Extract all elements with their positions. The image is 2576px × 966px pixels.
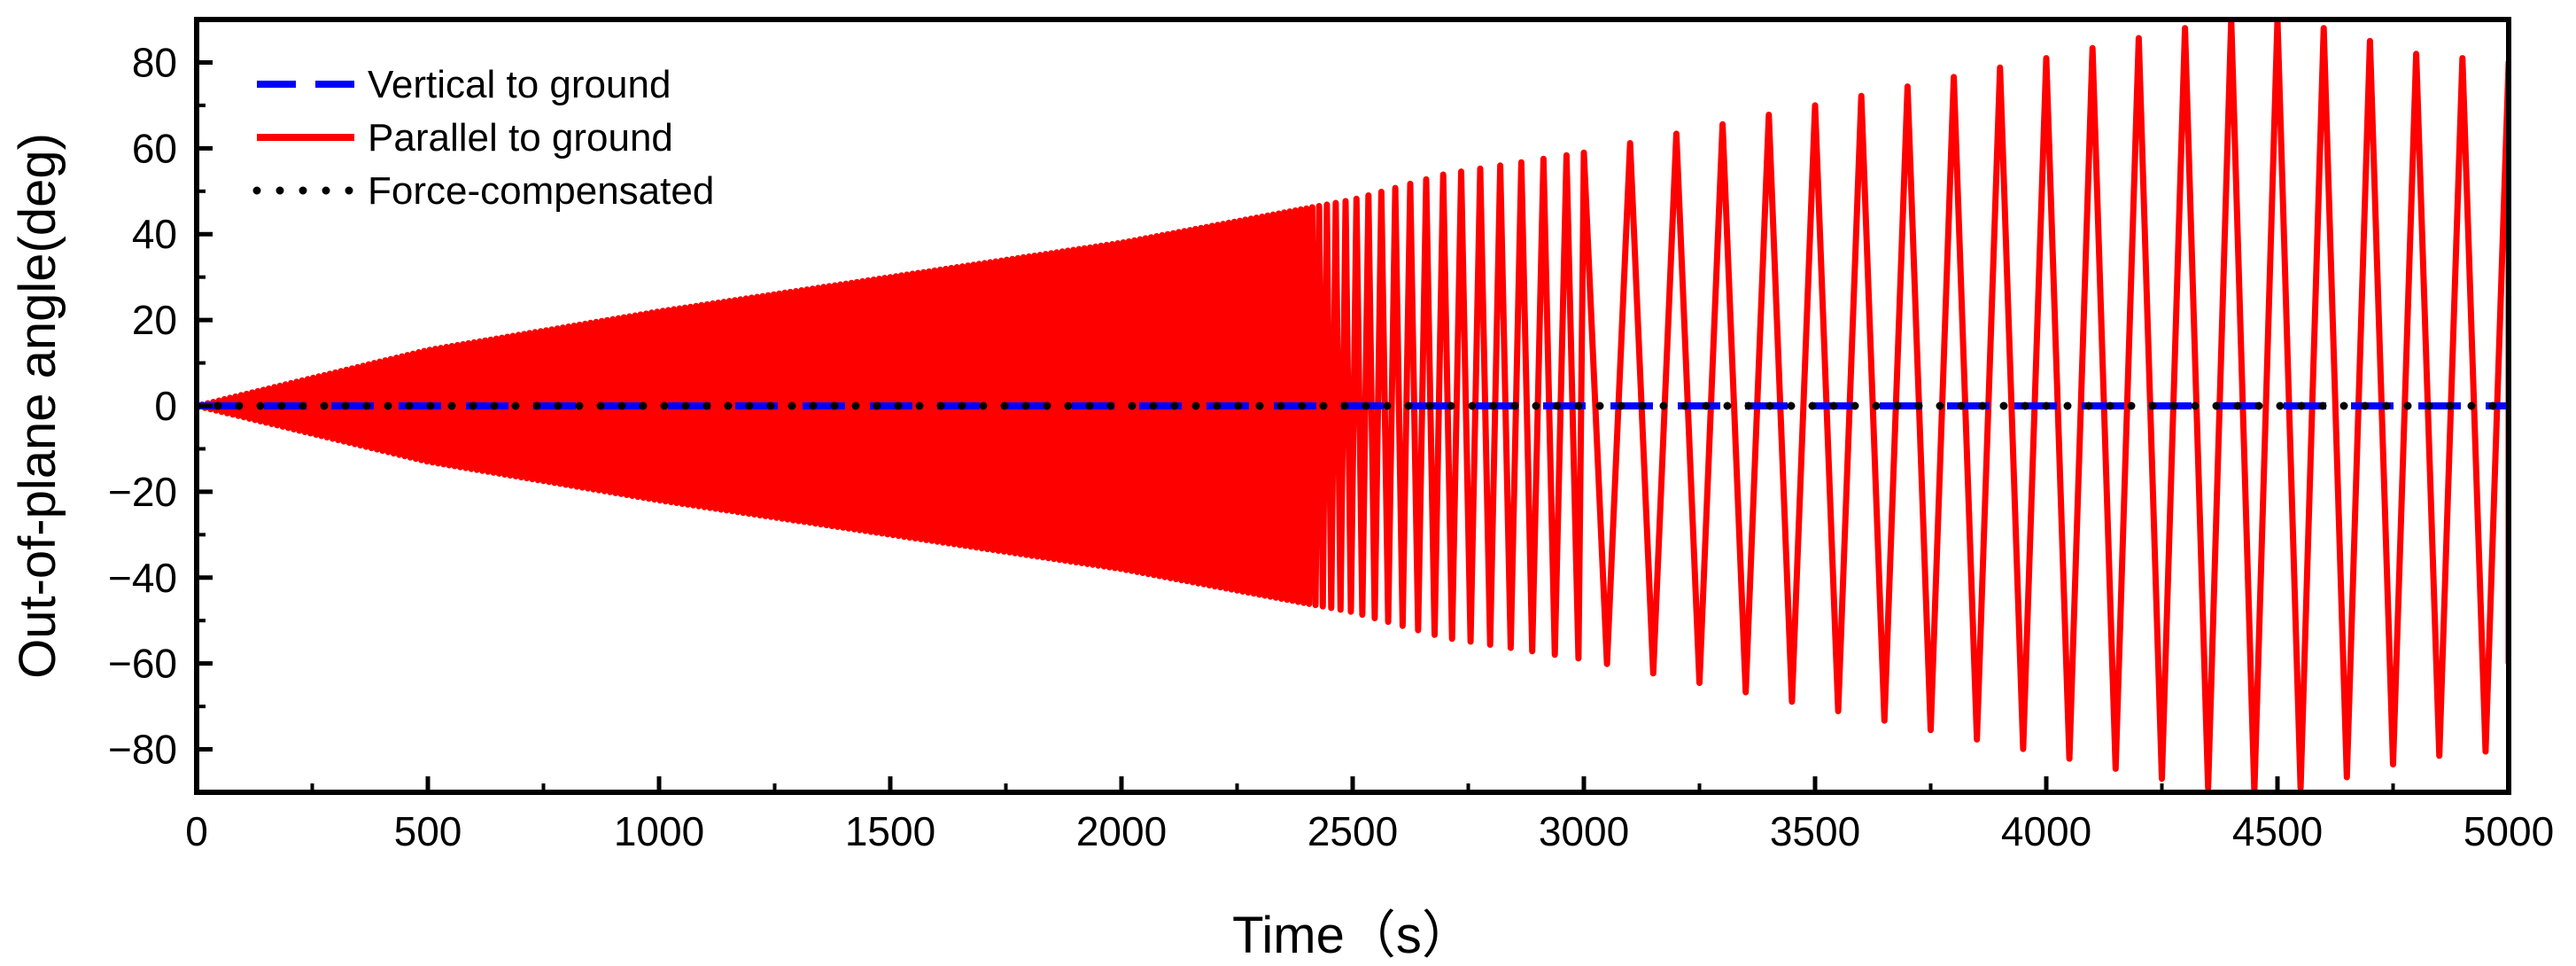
y-tick-label: −20 [108,469,177,515]
legend-label-force: Force-compensated [368,169,714,213]
x-axis-label: Time（s） [1232,907,1473,964]
legend: Vertical to ground Parallel to ground Fo… [252,63,714,213]
y-tick-label: 20 [132,297,177,343]
y-tick-label: −60 [108,641,177,687]
y-tick-label: 40 [132,211,177,257]
x-tick-label: 2500 [1307,808,1398,854]
x-tick-label: 3500 [1770,808,1860,854]
x-tick-label: 2000 [1076,808,1167,854]
y-tick-label: 80 [132,39,177,85]
y-axis-label: Out-of-plane angle(deg) [9,133,66,679]
series-line-parallel [197,19,2509,792]
x-tick-label: 4000 [2001,808,2091,854]
y-tick-label: −40 [108,555,177,601]
series-parallel-to-ground [197,19,2509,792]
legend-label-vertical: Vertical to ground [368,63,671,106]
y-tick-label: 0 [154,383,177,429]
x-tick-label: 0 [185,808,208,854]
x-tick-label: 4500 [2232,808,2323,854]
x-tick-label: 1500 [845,808,935,854]
x-tick-label: 5000 [2463,808,2554,854]
y-tick-label: −80 [108,727,177,773]
x-tick-label: 1000 [614,808,704,854]
x-tick-label: 500 [394,808,462,854]
legend-label-parallel: Parallel to ground [368,116,673,160]
x-tick-label: 3000 [1539,808,1629,854]
y-tick-label: 60 [132,125,177,171]
